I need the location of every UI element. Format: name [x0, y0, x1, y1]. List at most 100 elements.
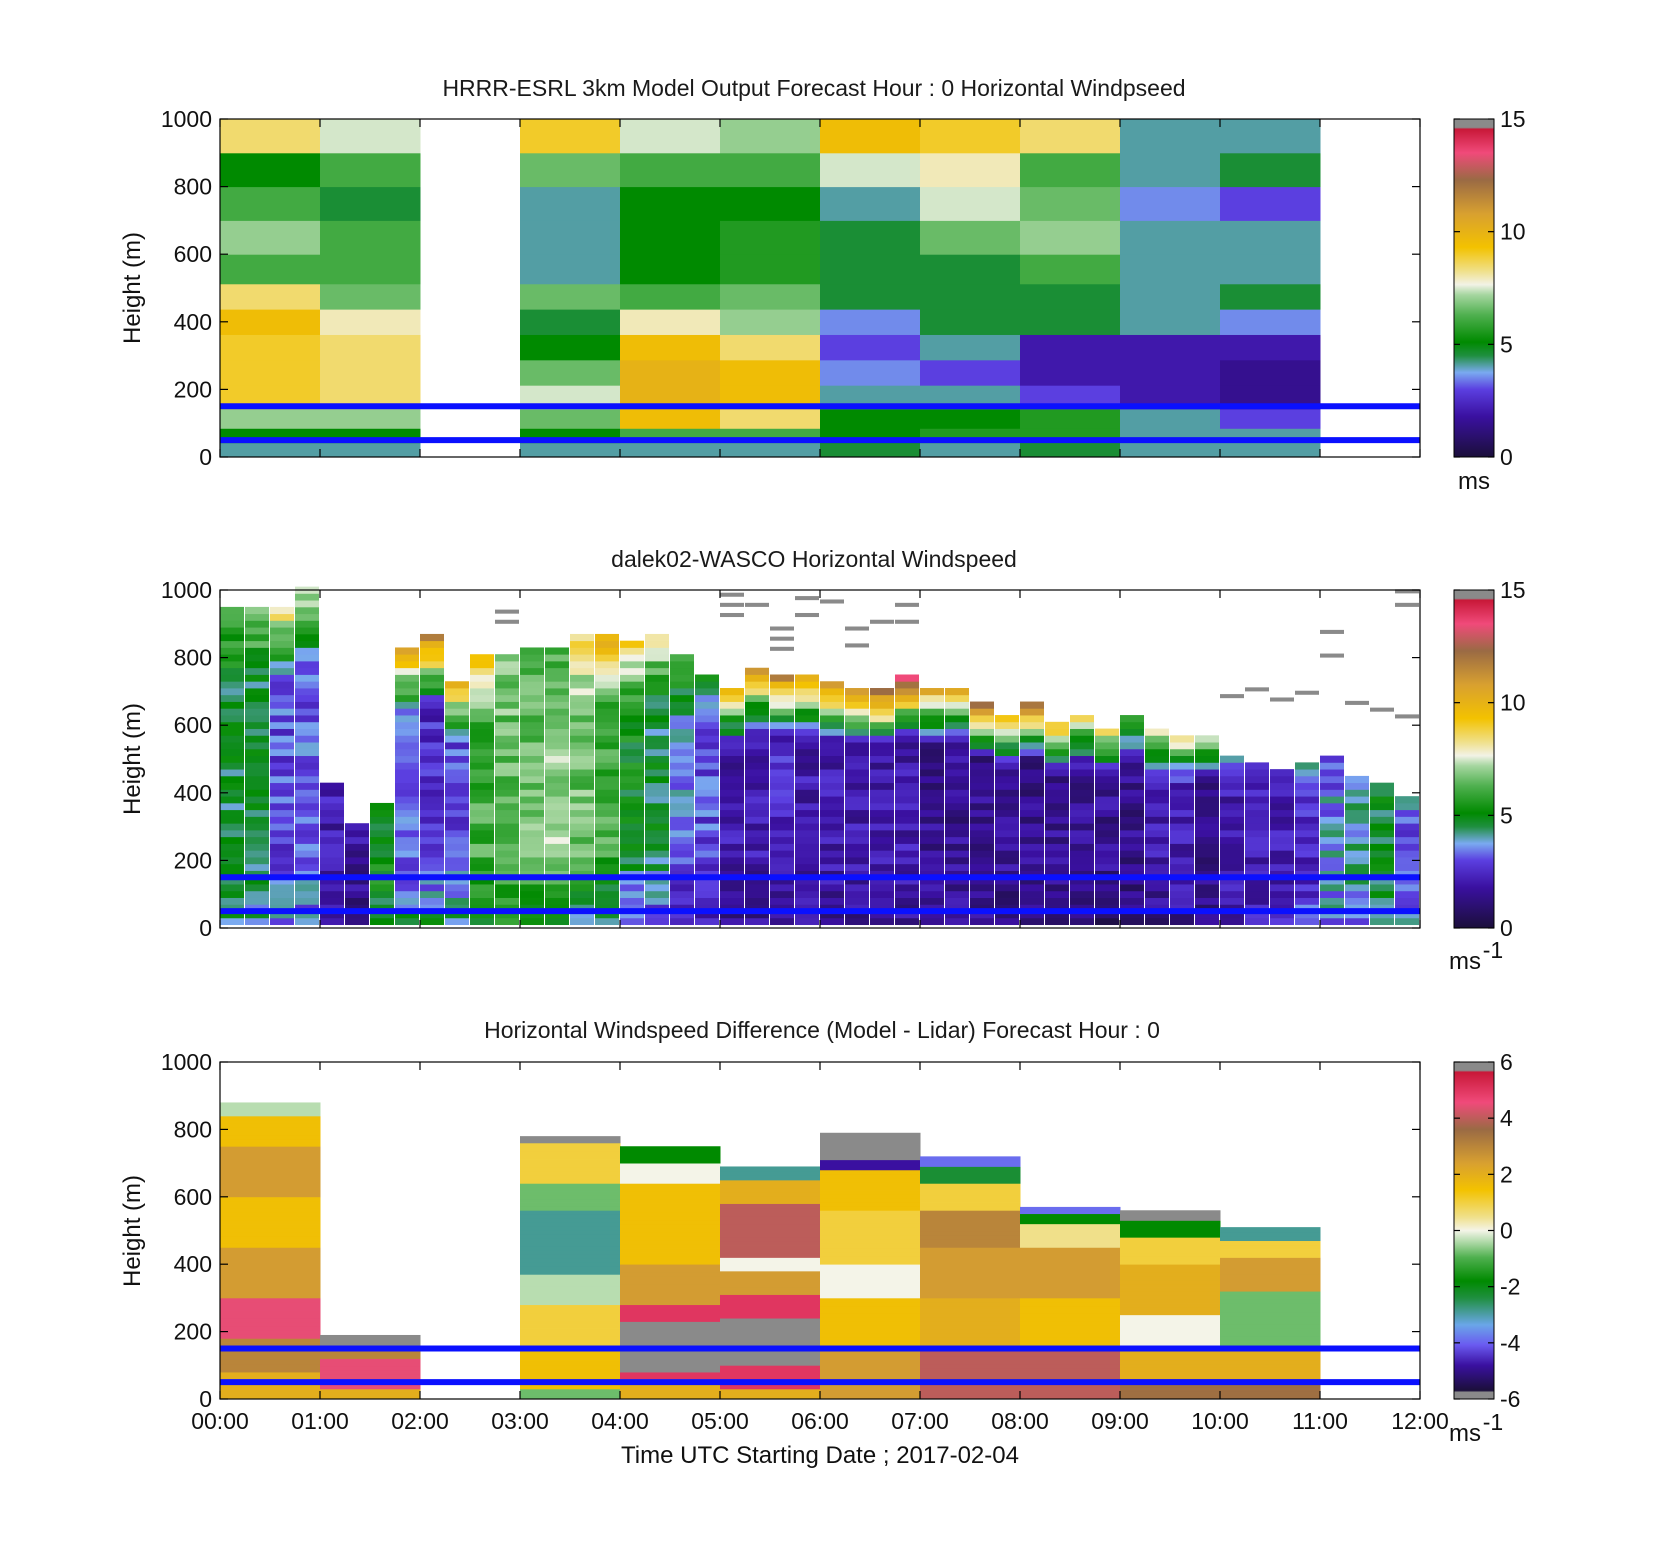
lidar-cell	[620, 836, 644, 844]
lidar-cell	[695, 775, 719, 784]
lidar-cell	[795, 708, 819, 716]
lidar-cell	[1320, 904, 1344, 912]
lidar-cell	[645, 654, 669, 662]
difference-cell	[920, 1174, 1021, 1180]
difference-cell	[720, 1341, 821, 1347]
lidar-cell	[420, 640, 444, 648]
lidar-cell	[470, 850, 494, 858]
lidar-cell	[1120, 715, 1144, 723]
lidar-cell	[1320, 755, 1344, 763]
difference-heatmap	[220, 1102, 1321, 1400]
difference-cell	[820, 1226, 921, 1232]
lidar-cell	[520, 775, 544, 784]
lidar-cell	[295, 836, 319, 844]
lidar-cell	[695, 681, 719, 689]
lidar-cell	[420, 660, 444, 669]
model-cell	[220, 442, 321, 458]
x-tick-label: 04:00	[591, 1408, 649, 1434]
difference-cell	[1020, 1262, 1121, 1268]
lidar-cell	[470, 775, 494, 784]
lidar-cell	[495, 775, 519, 784]
lidar-cell	[995, 850, 1019, 858]
lidar-cell	[445, 917, 469, 926]
lidar-flag-cell	[1295, 690, 1319, 695]
lidar-cell	[1145, 904, 1169, 912]
lidar-cell	[445, 890, 469, 898]
lidar-cell	[1345, 843, 1369, 851]
difference-cell	[920, 1301, 1021, 1307]
lidar-cell	[320, 877, 344, 885]
lidar-cell	[1070, 762, 1094, 770]
lidar-cell	[920, 721, 944, 729]
lidar-cell	[1145, 917, 1169, 926]
lidar-cell	[845, 836, 869, 844]
lidar-cell	[570, 836, 594, 844]
lidar-cell	[320, 823, 344, 831]
lidar-cell	[1070, 809, 1094, 817]
lidar-cell	[220, 708, 244, 716]
lidar-cell	[670, 782, 694, 790]
model-cell	[1220, 254, 1321, 285]
difference-cell	[920, 1352, 1021, 1357]
lidar-cell	[1070, 877, 1094, 885]
lidar-cell	[220, 917, 244, 926]
lidar-cell	[370, 863, 394, 871]
lidar-cell	[570, 823, 594, 831]
difference-cell	[520, 1320, 621, 1325]
difference-cell	[920, 1270, 1021, 1275]
lidar-cell	[645, 897, 669, 905]
lidar-cell	[570, 816, 594, 824]
difference-cell	[1220, 1323, 1321, 1329]
lidar-cell	[1395, 816, 1419, 824]
lidar-cell	[1270, 877, 1294, 885]
model-cell	[220, 408, 321, 429]
lidar-cell	[495, 660, 519, 669]
difference-cell	[220, 1235, 321, 1240]
lidar-cell	[820, 843, 844, 851]
difference-cell	[1220, 1386, 1321, 1392]
lidar-cell	[645, 667, 669, 675]
lidar-cell	[495, 829, 519, 838]
difference-x-ticks: 00:00 01:00 02:00 03:00 04:00 05:00 06:00 07:00…	[191, 1062, 1449, 1434]
lidar-cell	[445, 884, 469, 892]
lidar-cell	[995, 836, 1019, 844]
x-tick-label: 00:00	[191, 1408, 249, 1434]
lidar-cell	[670, 877, 694, 885]
lidar-cell	[295, 606, 319, 615]
difference-cell	[1020, 1356, 1121, 1361]
lidar-cell	[645, 775, 669, 784]
difference-cell	[720, 1294, 821, 1299]
lidar-cell	[595, 660, 619, 669]
lidar-cell	[420, 890, 444, 898]
lidar-cell	[395, 681, 419, 689]
lidar-cell	[320, 884, 344, 892]
lidar-cell	[1045, 816, 1069, 824]
lidar-cell	[1145, 836, 1169, 844]
lidar-cell	[570, 667, 594, 675]
lidar-cell	[720, 823, 744, 831]
lidar-cell	[945, 782, 969, 790]
difference-cell	[920, 1297, 1021, 1303]
lidar-cell	[1270, 823, 1294, 831]
difference-cell	[720, 1322, 821, 1327]
lidar-cell	[445, 748, 469, 757]
difference-cell	[520, 1388, 621, 1393]
difference-cell	[220, 1119, 321, 1124]
difference-cell	[220, 1301, 321, 1307]
difference-cell	[220, 1391, 321, 1396]
model-cell	[1020, 220, 1121, 255]
lidar-cell	[245, 911, 269, 919]
difference-cell	[820, 1166, 921, 1171]
lidar-cell	[820, 890, 844, 898]
lidar-cell	[1295, 829, 1319, 838]
lidar-cell	[1170, 769, 1194, 777]
lidar-cell	[395, 647, 419, 655]
difference-cell	[620, 1235, 721, 1241]
lidar-cell	[970, 762, 994, 770]
lidar-cell	[520, 809, 544, 817]
difference-cell	[520, 1175, 621, 1180]
lidar-cell	[520, 694, 544, 702]
difference-cell	[820, 1222, 921, 1228]
lidar-cell	[395, 816, 419, 824]
